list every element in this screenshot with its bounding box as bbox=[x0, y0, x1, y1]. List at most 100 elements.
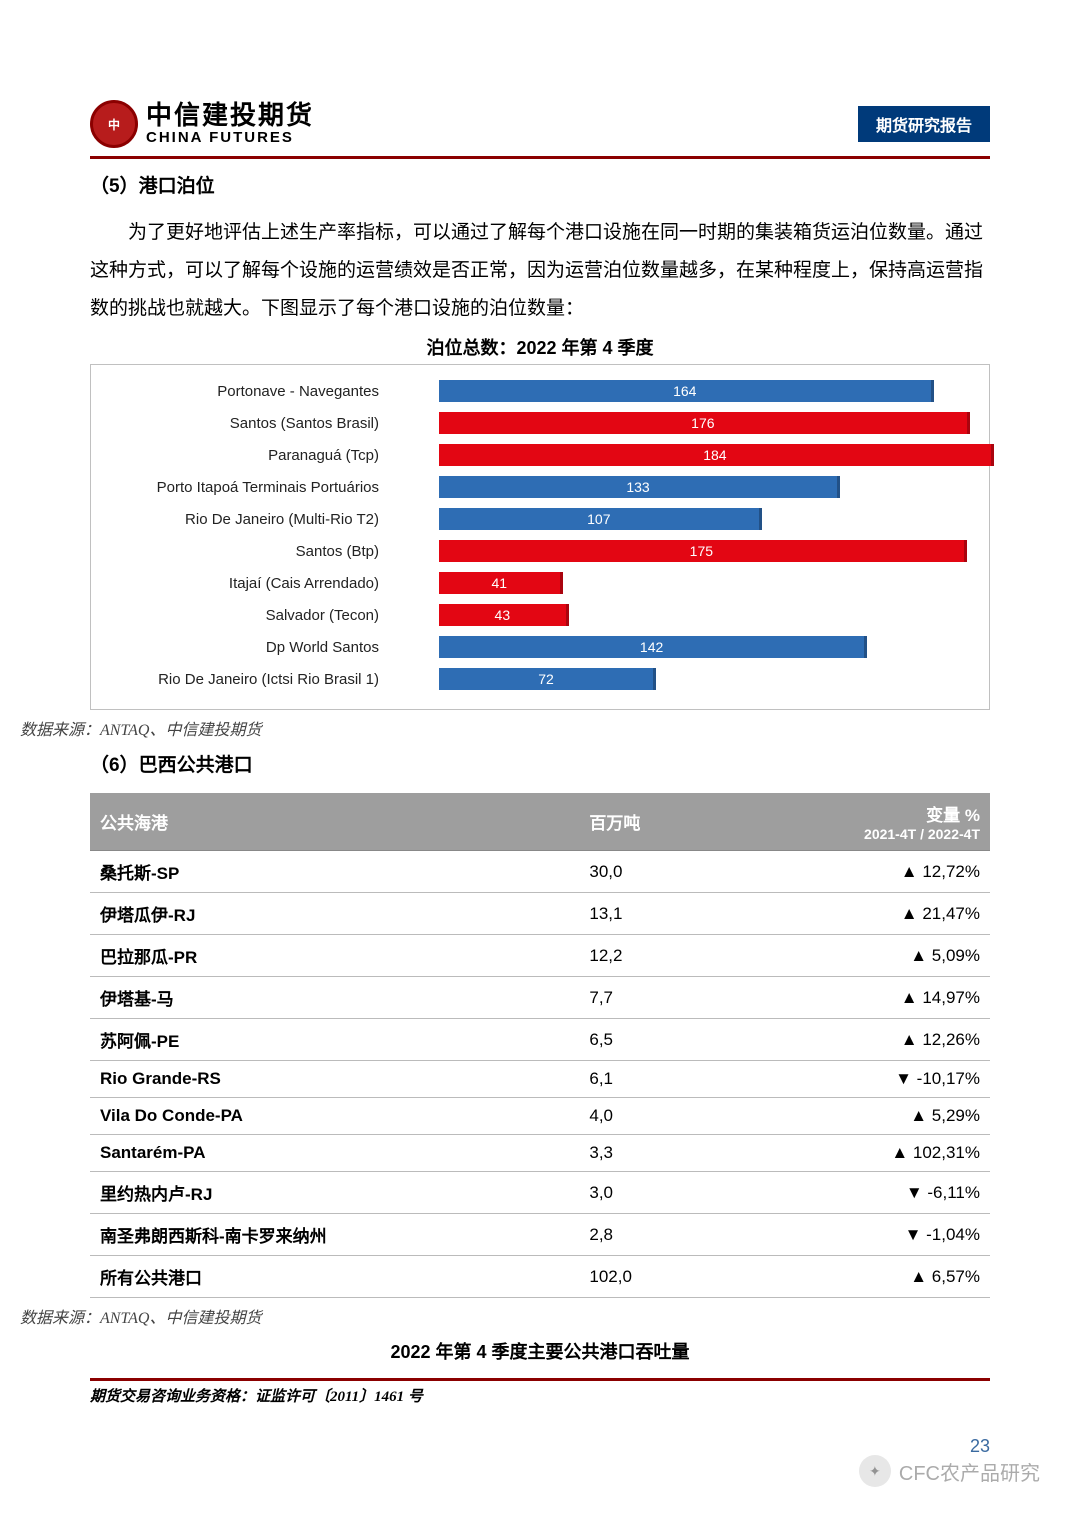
bar-fill: 142 bbox=[439, 636, 867, 658]
cell-value: 30,0 bbox=[579, 851, 720, 893]
cell-change: ▲ 5,29% bbox=[720, 1098, 990, 1135]
bar-track: 184 bbox=[389, 444, 977, 466]
cell-port-name: 南圣弗朗西斯科-南卡罗来纳州 bbox=[90, 1214, 579, 1256]
logo-icon: 中 bbox=[90, 100, 138, 148]
cell-change: ▲ 5,09% bbox=[720, 935, 990, 977]
table-caption: 2022 年第 4 季度主要公共港口吞吐量 bbox=[90, 1338, 990, 1364]
footer-divider: 期货交易咨询业务资格：证监许可〔2011〕1461 号 bbox=[90, 1378, 990, 1406]
cell-port-name: 伊塔基-马 bbox=[90, 977, 579, 1019]
cell-value: 13,1 bbox=[579, 893, 720, 935]
bar-track: 142 bbox=[389, 636, 977, 658]
table-row: 苏阿佩-PE6,5▲ 12,26% bbox=[90, 1019, 990, 1061]
chart-title: 泊位总数：2022 年第 4 季度 bbox=[90, 334, 990, 360]
cell-value: 4,0 bbox=[579, 1098, 720, 1135]
bar-label: Rio De Janeiro (Multi-Rio T2) bbox=[99, 511, 389, 528]
report-type-badge: 期货研究报告 bbox=[858, 106, 990, 142]
cell-change: ▼ -1,04% bbox=[720, 1214, 990, 1256]
bar-fill: 133 bbox=[439, 476, 840, 498]
cell-value: 12,2 bbox=[579, 935, 720, 977]
cell-change: ▲ 14,97% bbox=[720, 977, 990, 1019]
bar-fill: 107 bbox=[439, 508, 762, 530]
bar-label: Rio De Janeiro (Ictsi Rio Brasil 1) bbox=[99, 671, 389, 688]
col-change-top: 变量 % bbox=[926, 806, 980, 825]
table-row: 伊塔瓜伊-RJ13,1▲ 21,47% bbox=[90, 893, 990, 935]
cell-value: 2,8 bbox=[579, 1214, 720, 1256]
bar-fill: 43 bbox=[439, 604, 569, 626]
col-change-sub: 2021-4T / 2022-4T bbox=[730, 826, 980, 842]
col-port-name: 公共海港 bbox=[90, 793, 579, 851]
bar-track: 133 bbox=[389, 476, 977, 498]
cell-port-name: Santarém-PA bbox=[90, 1135, 579, 1172]
cell-value: 3,3 bbox=[579, 1135, 720, 1172]
table-row: 所有公共港口102,0▲ 6,57% bbox=[90, 1256, 990, 1298]
page-header: 中 中信建投期货 CHINA FUTURES 期货研究报告 bbox=[90, 100, 990, 159]
cell-port-name: 桑托斯-SP bbox=[90, 851, 579, 893]
cell-port-name: 苏阿佩-PE bbox=[90, 1019, 579, 1061]
cell-value: 6,5 bbox=[579, 1019, 720, 1061]
table-row: 伊塔基-马7,7▲ 14,97% bbox=[90, 977, 990, 1019]
bar-row: Porto Itapoá Terminais Portuários 133 bbox=[99, 473, 977, 501]
bar-fill: 41 bbox=[439, 572, 563, 594]
public-ports-table: 公共海港 百万吨 变量 % 2021-4T / 2022-4T 桑托斯-SP30… bbox=[90, 793, 990, 1298]
table-row: 南圣弗朗西斯科-南卡罗来纳州2,8▼ -1,04% bbox=[90, 1214, 990, 1256]
cell-port-name: 里约热内卢-RJ bbox=[90, 1172, 579, 1214]
table-row: Vila Do Conde-PA4,0▲ 5,29% bbox=[90, 1098, 990, 1135]
bar-fill: 72 bbox=[439, 668, 656, 690]
cell-change: ▲ 21,47% bbox=[720, 893, 990, 935]
cell-value: 7,7 bbox=[579, 977, 720, 1019]
bar-label: Dp World Santos bbox=[99, 639, 389, 656]
bar-fill: 176 bbox=[439, 412, 970, 434]
cell-port-name: Vila Do Conde-PA bbox=[90, 1098, 579, 1135]
col-million-tons: 百万吨 bbox=[579, 793, 720, 851]
cell-port-name: 伊塔瓜伊-RJ bbox=[90, 893, 579, 935]
bar-row: Santos (Santos Brasil) 176 bbox=[99, 409, 977, 437]
bar-fill: 175 bbox=[439, 540, 967, 562]
logo: 中 中信建投期货 CHINA FUTURES bbox=[90, 100, 314, 148]
bar-row: Salvador (Tecon) 43 bbox=[99, 601, 977, 629]
section-5-heading: （5）港口泊位 bbox=[90, 171, 990, 198]
bar-track: 175 bbox=[389, 540, 977, 562]
cell-port-name: 巴拉那瓜-PR bbox=[90, 935, 579, 977]
table-source: 数据来源：ANTAQ、中信建投期货 bbox=[20, 1304, 990, 1328]
cell-value: 6,1 bbox=[579, 1061, 720, 1098]
bar-label: Itajaí (Cais Arrendado) bbox=[99, 575, 389, 592]
bar-fill: 164 bbox=[439, 380, 934, 402]
logo-cn: 中信建投期货 bbox=[146, 101, 314, 130]
section-5-paragraph: 为了更好地评估上述生产率指标，可以通过了解每个港口设施在同一时期的集装箱货运泊位… bbox=[90, 214, 990, 328]
bar-row: Paranaguá (Tcp)184 bbox=[99, 441, 977, 469]
cell-change: ▲ 102,31% bbox=[720, 1135, 990, 1172]
table-row: Rio Grande-RS6,1▼ -10,17% bbox=[90, 1061, 990, 1098]
bar-track: 43 bbox=[389, 604, 977, 626]
bar-row: Portonave - Navegantes 164 bbox=[99, 377, 977, 405]
bar-track: 41 bbox=[389, 572, 977, 594]
bar-track: 72 bbox=[389, 668, 977, 690]
logo-en: CHINA FUTURES bbox=[146, 130, 314, 147]
cell-change: ▲ 12,72% bbox=[720, 851, 990, 893]
bar-label: Porto Itapoá Terminais Portuários bbox=[99, 479, 389, 496]
bar-row: Rio De Janeiro (Ictsi Rio Brasil 1) 72 bbox=[99, 665, 977, 693]
bar-label: Santos (Santos Brasil) bbox=[99, 415, 389, 432]
cell-port-name: Rio Grande-RS bbox=[90, 1061, 579, 1098]
cell-port-name: 所有公共港口 bbox=[90, 1256, 579, 1298]
col-change: 变量 % 2021-4T / 2022-4T bbox=[720, 793, 990, 851]
section-6-heading: （6）巴西公共港口 bbox=[90, 750, 990, 777]
bar-label: Santos (Btp) bbox=[99, 543, 389, 560]
bar-row: Itajaí (Cais Arrendado) 41 bbox=[99, 569, 977, 597]
bar-row: Santos (Btp) 175 bbox=[99, 537, 977, 565]
table-row: Santarém-PA3,3▲ 102,31% bbox=[90, 1135, 990, 1172]
footer-qualification: 期货交易咨询业务资格：证监许可〔2011〕1461 号 bbox=[90, 1385, 990, 1406]
bar-label: Portonave - Navegantes bbox=[99, 383, 389, 400]
bar-fill: 184 bbox=[439, 444, 994, 466]
bar-row: Dp World Santos 142 bbox=[99, 633, 977, 661]
cell-change: ▲ 12,26% bbox=[720, 1019, 990, 1061]
berth-bar-chart: Portonave - Navegantes 164 Santos (Santos … bbox=[90, 364, 990, 710]
watermark-text: CFC农产品研究 bbox=[899, 1457, 1040, 1486]
wechat-icon: ✦ bbox=[859, 1455, 891, 1487]
table-row: 桑托斯-SP30,0▲ 12,72% bbox=[90, 851, 990, 893]
bar-row: Rio De Janeiro (Multi-Rio T2) 107 bbox=[99, 505, 977, 533]
bar-track: 164 bbox=[389, 380, 977, 402]
bar-track: 176 bbox=[389, 412, 977, 434]
bar-label: Salvador (Tecon) bbox=[99, 607, 389, 624]
bar-track: 107 bbox=[389, 508, 977, 530]
table-row: 里约热内卢-RJ3,0▼ -6,11% bbox=[90, 1172, 990, 1214]
